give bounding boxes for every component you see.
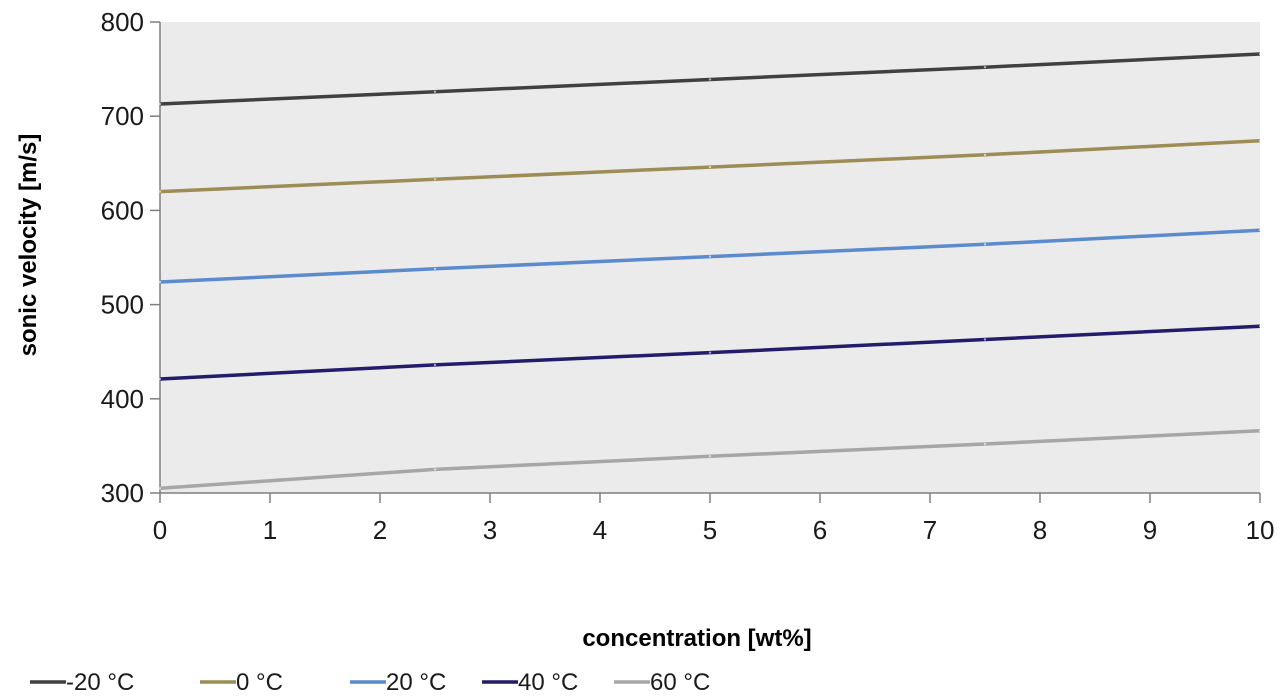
series-lines [158,52,1262,491]
series-1-point [433,178,437,181]
x-tick-label: 10 [1246,515,1275,545]
series-3-point [708,351,712,354]
x-tick-label: 6 [813,515,827,545]
series-1-point [983,153,987,157]
y-tick-label: 600 [101,195,144,225]
series-4-point [1258,429,1262,433]
series-4-point [158,487,162,490]
y-tick-label: 300 [101,478,144,508]
x-tick-label: 7 [923,515,937,545]
x-tick-label: 0 [153,515,167,545]
legend-label: 60 °C [650,669,710,696]
y-axis-title: sonic velocity [m/s] [15,134,42,357]
x-tick-label: 9 [1143,515,1157,545]
series-2-point [1258,228,1262,232]
series-2-point [708,255,712,258]
x-tick-label: 3 [483,515,497,545]
legend-label: -20 °C [66,669,134,696]
x-tick-label: 1 [263,515,277,545]
x-tick-label: 5 [703,515,717,545]
x-tick-label: 8 [1033,515,1047,545]
y-tick-labels: 300 400 500 600 700 800 [101,7,144,508]
series-0-point [1258,52,1262,56]
series-1-point [158,190,162,193]
legend-label: 20 °C [386,669,446,696]
x-tick-label: 4 [593,515,607,545]
y-tick-label: 800 [101,7,144,37]
series-4-point [983,442,987,446]
legend-item: 20 °C [350,669,446,696]
x-tick-label: 2 [373,515,387,545]
legend-label: 40 °C [518,669,578,696]
legend-item: 0 °C [200,669,283,696]
series-0-point [983,66,987,69]
legend: -20 °C 0 °C 20 °C 40 °C 60 °C [30,669,710,696]
axes [150,21,1261,503]
series-0-point [158,102,162,106]
series-0-point [433,90,437,93]
series-1-point [708,165,712,169]
x-axis-title: concentration [wt%] [582,625,811,652]
series-3-point [983,338,987,341]
series-2-point [433,267,437,271]
series-4-point [708,455,712,458]
series-2-point [983,243,987,246]
y-tick-label: 700 [101,101,144,131]
series-4-point [433,468,437,471]
series-3-point [433,363,437,367]
series-3-point [158,377,162,381]
legend-item: -20 °C [30,669,134,696]
series-2-point [158,280,162,284]
series-3-point [1258,325,1262,328]
series-0-point [708,78,712,81]
legend-item: 40 °C [482,669,578,696]
x-tick-labels: 0 1 2 3 4 5 6 7 8 9 10 [153,515,1275,545]
legend-item: 60 °C [614,669,710,696]
y-tick-label: 400 [101,384,144,414]
series-1-point [1258,139,1262,142]
y-tick-label: 500 [101,290,144,320]
legend-label: 0 °C [236,669,283,696]
